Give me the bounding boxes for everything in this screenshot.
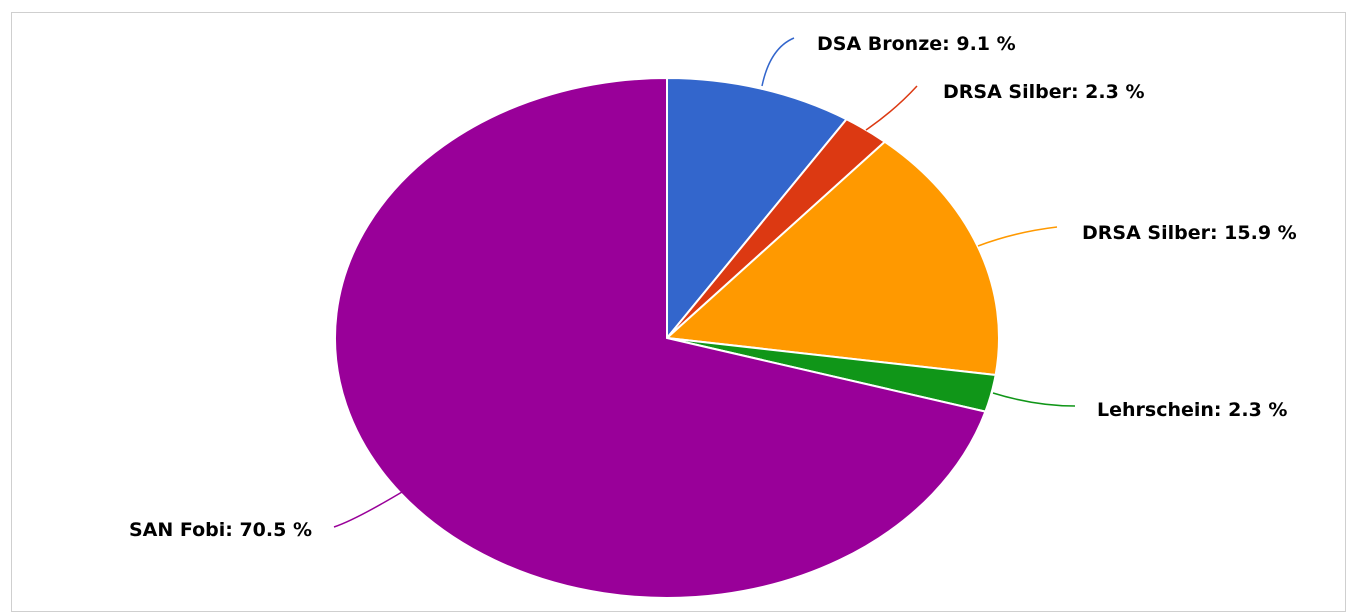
slice-label-lehrschein: Lehrschein: 2.3 %	[1097, 399, 1287, 421]
slice-dsa-bronze	[666, 76, 849, 341]
leader-san-fobi	[333, 491, 403, 528]
slice-label-dsa-bronze: DSA Bronze: 9.1 %	[817, 33, 1016, 55]
pie-slices	[334, 76, 1000, 599]
slice-labels: DSA Bronze: 9.1 % DRSA Silber: 2.3 % DRS…	[129, 33, 1297, 541]
leader-dsa-bronze	[761, 37, 795, 87]
leader-drsa-silber-small	[865, 85, 918, 131]
slice-drsa-silber-large	[664, 140, 1000, 377]
slice-label-drsa-silber-small: DRSA Silber: 2.3 %	[943, 81, 1145, 103]
slice-label-san-fobi: SAN Fobi: 70.5 %	[129, 519, 312, 541]
leader-lehrschein	[992, 392, 1076, 407]
slice-san-fobi	[334, 76, 987, 599]
leader-lines	[333, 37, 1076, 528]
slice-label-drsa-silber-large: DRSA Silber: 15.9 %	[1082, 222, 1297, 244]
leader-drsa-silber-large	[977, 226, 1058, 247]
